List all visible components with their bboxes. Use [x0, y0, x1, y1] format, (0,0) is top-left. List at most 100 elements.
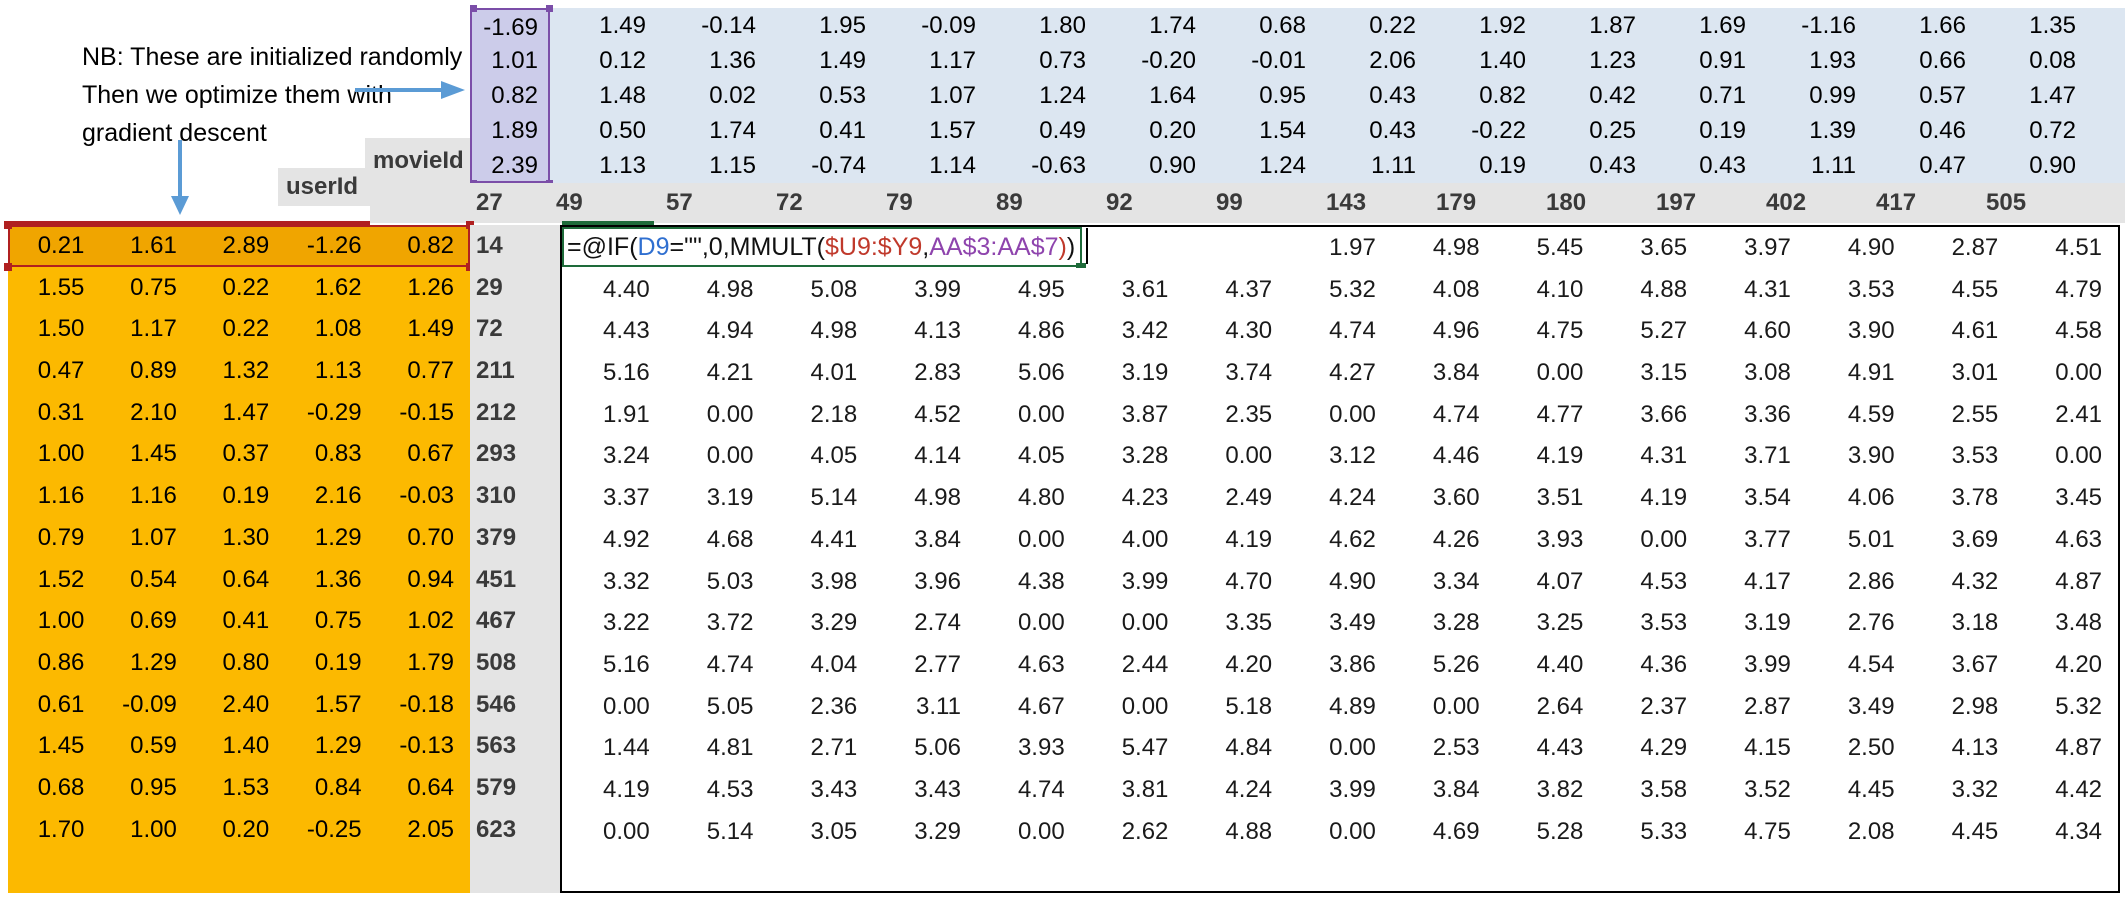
movieid-column-header[interactable]: 27 — [476, 189, 503, 216]
prediction-cell[interactable]: 3.01 — [1951, 359, 1999, 387]
prediction-cell[interactable]: 4.19 — [1640, 484, 1688, 512]
prediction-cell[interactable]: 4.00 — [1121, 525, 1169, 553]
prediction-cell[interactable]: 4.36 — [1640, 650, 1688, 678]
prediction-cell[interactable]: 3.74 — [1225, 359, 1273, 387]
prediction-cell[interactable]: 4.06 — [1847, 484, 1895, 512]
prediction-cell[interactable]: 2.44 — [1121, 650, 1169, 678]
user-factor-cell[interactable]: 1.17 — [130, 315, 177, 343]
prediction-cell[interactable]: 4.62 — [1329, 525, 1376, 553]
movie-factor-cell[interactable]: 0.95 — [1259, 82, 1306, 109]
user-factor-cell[interactable]: 0.20 — [222, 815, 270, 843]
user-factor-cell[interactable]: 0.41 — [222, 607, 270, 635]
movie-factor-cell[interactable]: 1.23 — [1589, 47, 1636, 74]
movie-factor-cell[interactable]: 1.74 — [709, 117, 756, 144]
user-factor-cell[interactable]: 0.84 — [314, 773, 362, 801]
prediction-cell[interactable]: 5.47 — [1121, 734, 1169, 762]
movie-factor-cell[interactable]: -0.20 — [1141, 47, 1196, 74]
prediction-cell[interactable]: 4.32 — [1951, 567, 1999, 595]
movieid-column-header[interactable]: 57 — [666, 189, 693, 216]
movie-factor-cell[interactable]: 2.06 — [1369, 47, 1416, 74]
prediction-cell[interactable]: 5.08 — [810, 275, 858, 303]
user-factor-cell[interactable]: 1.47 — [222, 398, 270, 426]
prediction-cell[interactable]: 4.69 — [1432, 817, 1480, 845]
movie-factor-cell[interactable]: 1.13 — [599, 152, 646, 179]
prediction-cell[interactable]: 3.52 — [1744, 775, 1791, 803]
user-factor-cell[interactable]: 1.00 — [130, 815, 177, 843]
user-factor-cell[interactable]: 1.45 — [37, 732, 85, 760]
prediction-cell[interactable]: 3.54 — [1744, 484, 1791, 512]
prediction-cell[interactable]: 4.01 — [810, 359, 858, 387]
prediction-cell[interactable]: 3.69 — [1951, 525, 1999, 553]
prediction-cell[interactable]: 3.08 — [1744, 359, 1791, 387]
prediction-cell[interactable]: 4.27 — [1329, 359, 1376, 387]
prediction-cell[interactable]: 4.77 — [1536, 400, 1584, 428]
user-factor-cell[interactable]: 0.77 — [407, 357, 455, 385]
prediction-cell[interactable]: 0.00 — [1432, 692, 1480, 720]
movieid-column-header[interactable]: 72 — [776, 189, 803, 216]
prediction-grid[interactable]: 1.97 4.98 5.45 3.65 3.97 4.90 2.87 4.51 4.40 4.98… — [560, 225, 2120, 893]
prediction-cell[interactable]: 4.23 — [1121, 484, 1169, 512]
movie-factor-cell[interactable]: 1.54 — [1259, 117, 1306, 144]
user-factor-cell[interactable]: 0.22 — [222, 273, 270, 301]
prediction-cell[interactable]: 4.84 — [1225, 734, 1273, 762]
prediction-cell[interactable]: 3.32 — [1951, 775, 1999, 803]
movie-factor-cell[interactable]: 1.14 — [929, 152, 976, 179]
prediction-cell[interactable]: 1.97 — [1329, 234, 1376, 261]
prediction-cell[interactable]: 3.90 — [1847, 317, 1895, 345]
user-factor-cell[interactable]: 0.59 — [130, 732, 177, 760]
prediction-cell[interactable]: 4.98 — [706, 275, 754, 303]
prediction-cell[interactable]: 4.19 — [1536, 442, 1584, 470]
movie-factor-cell[interactable]: 1.48 — [599, 82, 646, 109]
movieid-column-header[interactable]: 402 — [1766, 189, 1807, 216]
prediction-cell[interactable]: 4.34 — [2055, 817, 2103, 845]
user-factor-cell[interactable]: 1.32 — [222, 357, 270, 385]
user-factor-cell[interactable]: 0.83 — [314, 440, 362, 468]
movieid-column-header[interactable]: 505 — [1986, 189, 2027, 216]
movie-factor-cell[interactable]: 0.49 — [1039, 117, 1086, 144]
user-factor-cell[interactable]: 2.89 — [222, 232, 270, 259]
movie-factor-cell[interactable]: 0.46 — [1919, 117, 1966, 144]
prediction-cell[interactable]: 4.86 — [1017, 317, 1065, 345]
user-factor-cell[interactable]: 0.82 — [407, 232, 455, 259]
user-factor-cell[interactable]: 1.53 — [222, 773, 270, 801]
movie-factor-cell[interactable]: 1.36 — [709, 47, 756, 74]
movieid-column-header[interactable]: 92 — [1106, 189, 1133, 216]
prediction-cell[interactable]: 0.00 — [2055, 442, 2103, 470]
prediction-cell[interactable]: 4.29 — [1640, 734, 1688, 762]
user-factor-cell[interactable]: -0.09 — [122, 690, 177, 718]
prediction-cell[interactable]: 2.83 — [914, 359, 961, 387]
movie-factor-cell[interactable]: 0.22 — [1369, 12, 1416, 39]
prediction-cell[interactable]: 3.37 — [603, 484, 650, 512]
user-factor-cell[interactable]: 1.29 — [314, 732, 362, 760]
prediction-cell[interactable]: 2.37 — [1640, 692, 1688, 720]
userid-row-header[interactable]: 14 — [476, 232, 503, 259]
movie-factor-cell[interactable]: 0.47 — [1919, 152, 1966, 179]
prediction-cell[interactable]: 3.45 — [2055, 484, 2103, 512]
prediction-cell[interactable]: 3.19 — [1121, 359, 1169, 387]
prediction-cell[interactable]: 4.43 — [603, 317, 650, 345]
movie-factor-cell[interactable]: 1.24 — [1039, 82, 1086, 109]
prediction-cell[interactable]: 2.86 — [1847, 567, 1895, 595]
movie-factor-cell[interactable]: 0.08 — [2029, 47, 2076, 74]
prediction-cell[interactable]: 2.18 — [810, 400, 858, 428]
movie-factor-cell[interactable]: -1.16 — [1801, 12, 1856, 39]
prediction-cell[interactable]: 5.32 — [2055, 692, 2103, 720]
prediction-cell[interactable]: 4.58 — [2055, 317, 2103, 345]
prediction-cell[interactable]: 4.42 — [2055, 775, 2103, 803]
user-factor-cell[interactable]: 0.19 — [222, 482, 270, 510]
prediction-cell[interactable]: 4.63 — [2055, 525, 2103, 553]
movie-factor-cell[interactable]: 0.43 — [1699, 152, 1746, 179]
prediction-cell[interactable]: 0.00 — [603, 692, 650, 720]
prediction-cell[interactable]: 4.88 — [1225, 817, 1273, 845]
prediction-cell[interactable]: 3.53 — [1847, 275, 1895, 303]
active-cell-formula[interactable]: =@IF(D9="",0,MMULT($U9:$Y9,AA$3:AA$7)) — [562, 227, 1082, 267]
prediction-cell[interactable]: 2.64 — [1536, 692, 1584, 720]
movie-factor-cell[interactable]: 0.12 — [599, 47, 646, 74]
prediction-cell[interactable]: 3.25 — [1536, 609, 1584, 637]
prediction-cell[interactable]: 4.41 — [810, 525, 858, 553]
user-factor-cell[interactable]: 1.45 — [130, 440, 177, 468]
prediction-cell[interactable]: 4.14 — [914, 442, 961, 470]
movie-factor-cell[interactable]: 0.43 — [1369, 117, 1416, 144]
prediction-cell[interactable] — [1081, 227, 1185, 269]
prediction-cell[interactable]: 3.36 — [1744, 400, 1791, 428]
